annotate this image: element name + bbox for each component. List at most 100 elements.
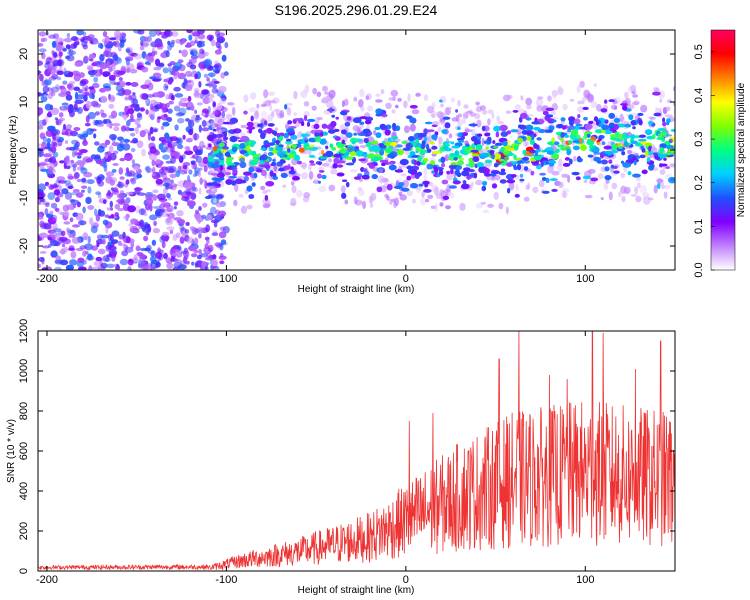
spectrogram-cell: [258, 164, 266, 168]
spectrogram-cell: [220, 239, 227, 246]
spectrogram-cell: [519, 173, 524, 178]
spectrogram-cell: [74, 61, 83, 67]
spectrogram-cell: [280, 173, 288, 179]
spectrogram-cell: [342, 179, 348, 182]
spectrogram-cell: [178, 49, 182, 54]
spectrogram-cell: [431, 102, 436, 109]
spectrogram-cell: [513, 154, 517, 160]
spectrogram-cell: [132, 98, 138, 106]
spectrogram-cell: [652, 152, 658, 155]
spectrogram-cell: [388, 164, 397, 171]
spectrogram-cell: [353, 96, 358, 102]
spectrogram-cell: [533, 155, 542, 161]
spectrogram-cell: [499, 124, 508, 132]
spectrogram-cell: [208, 98, 214, 103]
spectrogram-cell: [42, 119, 47, 126]
spectrogram-cell: [417, 132, 425, 138]
spectrogram-cell: [249, 142, 255, 148]
spectrogram-cell: [427, 129, 435, 133]
spectrogram-cell: [181, 230, 186, 239]
spectrogram-cell: [461, 170, 470, 177]
spectrogram-cell: [217, 32, 225, 37]
spectrogram-cell: [158, 103, 167, 110]
spectrogram-cell: [468, 145, 473, 149]
spectrogram-cell: [392, 96, 396, 101]
spectrogram-cell: [561, 188, 570, 193]
spectrogram-cell: [294, 154, 300, 162]
spectrogram-cell: [49, 230, 58, 238]
spectrogram-cell: [180, 170, 186, 175]
spectrogram-cell: [551, 170, 560, 176]
spectrogram-cell: [596, 160, 603, 164]
spectrogram-cell: [283, 165, 292, 170]
spectrogram-cell: [659, 147, 664, 154]
spectrogram-cell: [554, 141, 560, 146]
spectrogram-cell: [50, 91, 56, 97]
spectrogram-cell: [302, 133, 306, 138]
spectrogram-cell: [431, 153, 437, 157]
spectrogram-cell: [100, 95, 108, 104]
spectrogram-cell: [390, 89, 399, 97]
colorbar: 0.0 0.1 0.2 0.3 0.4 0.5 Normalized spectral a…: [693, 29, 747, 278]
spectrogram-cell: [56, 176, 66, 182]
spectrogram-cell: [125, 57, 130, 66]
spectrogram-cell: [69, 146, 76, 151]
spectrogram-cell: [138, 259, 143, 267]
spectrogram-cell: [238, 194, 244, 198]
spectrogram-cell: [359, 145, 367, 148]
spectrogram-cell: [188, 34, 193, 41]
spectrogram-cell: [482, 181, 488, 186]
spectrogram-cell: [152, 194, 158, 201]
spectrogram-cell: [202, 202, 208, 208]
spectrogram-cell: [73, 203, 77, 208]
spectrogram-cell: [324, 91, 331, 95]
spectrogram-cell: [656, 179, 664, 183]
spectrogram-cell: [516, 164, 522, 171]
spectrogram-cell: [568, 119, 574, 126]
spectrogram-cell: [609, 134, 617, 138]
spectrogram-cell: [229, 136, 238, 143]
spectrogram-cell: [313, 123, 320, 130]
spectrogram-cell: [402, 147, 411, 151]
spectrogram-cell: [119, 157, 126, 162]
spectrogram-cell: [207, 244, 214, 252]
spectrogram-cell: [130, 178, 135, 183]
spectrogram-cell: [622, 162, 632, 168]
spectrogram-cell: [423, 173, 427, 181]
spectrogram-cell: [219, 243, 224, 251]
spectrogram-cell: [188, 48, 198, 52]
spectrogram-cell: [665, 134, 673, 137]
spectrogram-cell: [570, 129, 579, 136]
spectrogram-cell: [38, 143, 42, 147]
spectrogram-cell: [70, 199, 80, 205]
spectrogram-cell: [265, 189, 271, 193]
spectrogram-cell: [68, 80, 76, 85]
spectrogram-cell: [201, 261, 207, 268]
spectrogram-cell: [253, 158, 259, 163]
spectrogram-cell: [668, 177, 675, 184]
spectrogram-cell: [400, 173, 407, 177]
spectrogram-cell: [219, 142, 225, 148]
spectrogram-cell: [224, 151, 231, 157]
spectrogram-cell: [199, 48, 205, 54]
spectrogram-cell: [104, 214, 110, 218]
spectrogram-cell: [285, 123, 290, 130]
spectrogram-cell: [169, 229, 174, 235]
spectrogram-cell: [623, 186, 631, 195]
spectrogram-cell: [95, 191, 101, 196]
spectrogram-cell: [308, 154, 316, 158]
spectrogram-cell: [487, 118, 491, 126]
spectrogram-cell: [549, 162, 554, 167]
colorbar-tick-label: 0.5: [693, 44, 705, 59]
spectrogram-cell: [70, 251, 77, 259]
spectrogram-cell: [139, 45, 145, 51]
y-tick-label: 0: [18, 147, 30, 153]
spectrogram-cell: [210, 172, 218, 176]
spectrogram-cell: [185, 221, 190, 226]
spectrogram-cell: [661, 184, 665, 190]
spectrogram-cell: [318, 185, 327, 193]
spectrogram-cell: [274, 140, 281, 144]
spectrogram-cell: [375, 93, 381, 97]
spectrogram-cell: [493, 146, 498, 149]
spectrogram-cell: [158, 198, 168, 202]
